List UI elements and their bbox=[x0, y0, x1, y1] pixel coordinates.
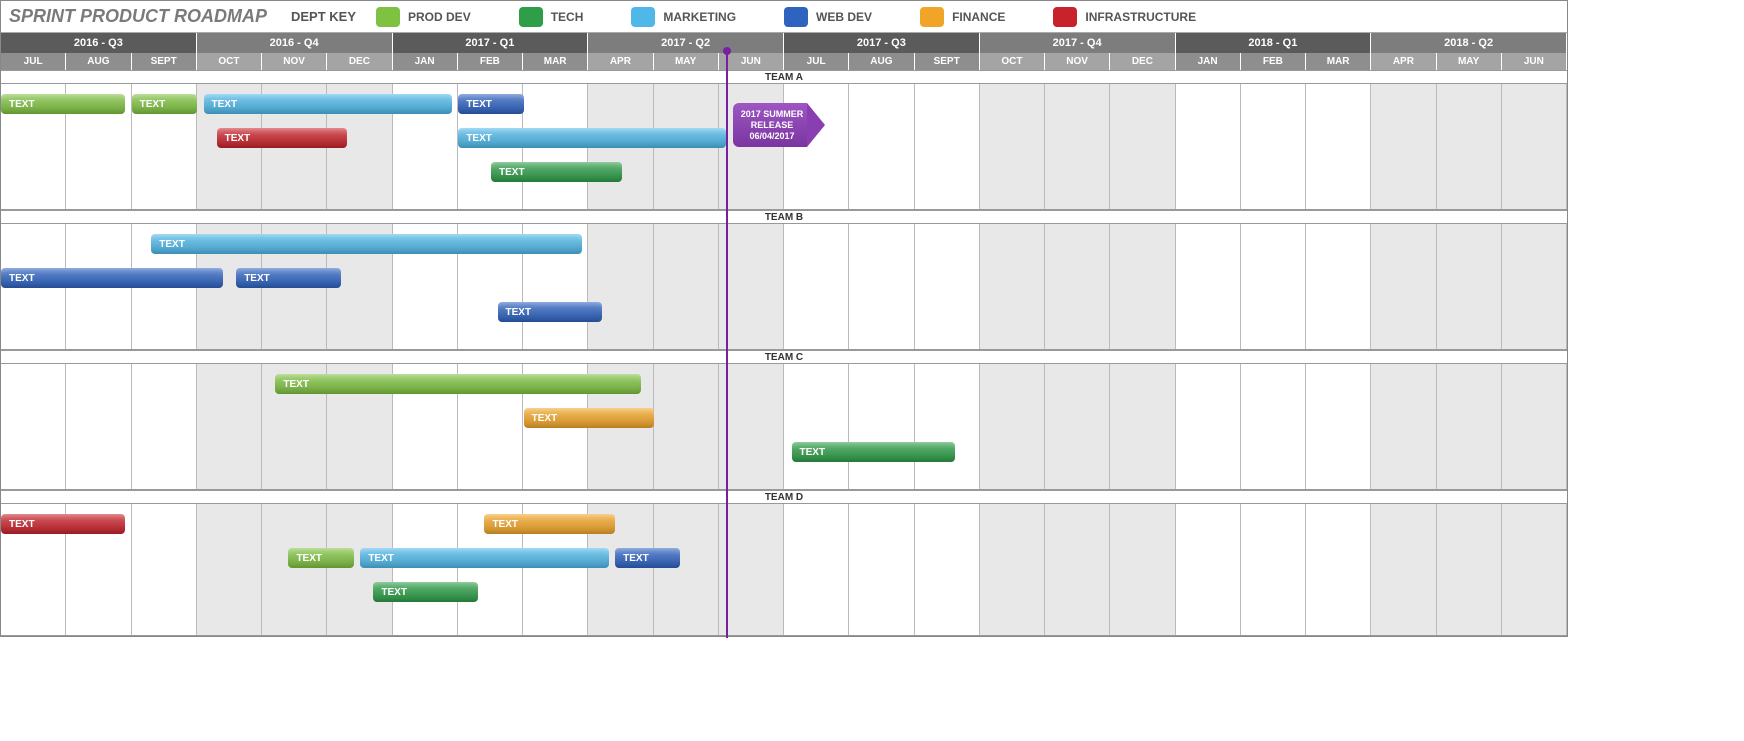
month-cell: MAR bbox=[1306, 53, 1371, 70]
legend-label: TECH bbox=[551, 10, 584, 24]
gantt-bar[interactable]: TEXT bbox=[204, 94, 452, 114]
quarter-cell: 2016 - Q3 bbox=[1, 33, 197, 53]
month-cell: JAN bbox=[1176, 53, 1241, 70]
gantt-bar[interactable]: TEXT bbox=[236, 268, 341, 288]
month-row: JULAUGSEPTOCTNOVDECJANFEBMARAPRMAYJUNJUL… bbox=[1, 53, 1567, 70]
month-cell: DEC bbox=[1110, 53, 1175, 70]
month-cell: FEB bbox=[1241, 53, 1306, 70]
month-cell: DEC bbox=[327, 53, 392, 70]
month-cell: SEPT bbox=[132, 53, 197, 70]
quarter-cell: 2017 - Q1 bbox=[393, 33, 589, 53]
teams-area: TEAM ATEXTTEXTTEXTTEXTTEXTTEXTTEXT2017 S… bbox=[1, 70, 1567, 636]
month-cell: MAR bbox=[523, 53, 588, 70]
legend-label: INFRASTRUCTURE bbox=[1085, 10, 1196, 24]
gantt-bar[interactable]: TEXT bbox=[360, 548, 608, 568]
team-label: TEAM A bbox=[1, 70, 1567, 84]
gantt-bar[interactable]: TEXT bbox=[792, 442, 955, 462]
gantt-bar[interactable]: TEXT bbox=[1, 94, 125, 114]
swimlane: TEXT TEXT TEXT bbox=[1, 364, 1567, 490]
month-cell: MAY bbox=[654, 53, 719, 70]
milestone-arrow-icon bbox=[807, 103, 825, 147]
gantt-bar[interactable]: TEXT bbox=[275, 374, 641, 394]
legend-label: PROD DEV bbox=[408, 10, 471, 24]
legend-item: FINANCE bbox=[920, 7, 1005, 27]
legend-item: PROD DEV bbox=[376, 7, 471, 27]
legend-item: TECH bbox=[519, 7, 584, 27]
milestone-text: 2017 SUMMER bbox=[741, 109, 804, 120]
legend-label: WEB DEV bbox=[816, 10, 872, 24]
month-cell: SEPT bbox=[915, 53, 980, 70]
legend-item: INFRASTRUCTURE bbox=[1053, 7, 1196, 27]
month-cell: OCT bbox=[980, 53, 1045, 70]
month-cell: JUN bbox=[719, 53, 784, 70]
quarter-row: 2016 - Q32016 - Q42017 - Q12017 - Q22017… bbox=[1, 33, 1567, 53]
gantt-bar[interactable]: TEXT bbox=[132, 94, 197, 114]
month-cell: APR bbox=[588, 53, 653, 70]
month-cell: JUL bbox=[784, 53, 849, 70]
swimlane: TEXT TEXT TEXT TEXT TEXT TEXT TEXT 2017 SUMMERR… bbox=[1, 84, 1567, 210]
header: SPRINT PRODUCT ROADMAP DEPT KEY PROD DEV… bbox=[1, 1, 1567, 33]
gantt-bar[interactable]: TEXT bbox=[1, 514, 125, 534]
swimlane: TEXT TEXT TEXT TEXT bbox=[1, 224, 1567, 350]
month-cell: AUG bbox=[66, 53, 131, 70]
legend-chip bbox=[631, 7, 655, 27]
milestone-text: 06/04/2017 bbox=[741, 131, 804, 142]
month-cell: NOV bbox=[1045, 53, 1110, 70]
month-cell: AUG bbox=[849, 53, 914, 70]
legend-chip bbox=[376, 7, 400, 27]
legend-chip bbox=[920, 7, 944, 27]
legend-chip bbox=[1053, 7, 1077, 27]
legend: PROD DEV TECH MARKETING WEB DEV FINANCE INFRA… bbox=[376, 7, 1196, 27]
page-title: SPRINT PRODUCT ROADMAP bbox=[1, 6, 291, 27]
gantt-bar[interactable]: TEXT bbox=[524, 408, 655, 428]
gantt-bar[interactable]: TEXT bbox=[373, 582, 478, 602]
quarter-cell: 2017 - Q2 bbox=[588, 33, 784, 53]
gantt-bar[interactable]: TEXT bbox=[498, 302, 603, 322]
team-label: TEAM C bbox=[1, 350, 1567, 364]
gantt-bar[interactable]: TEXT bbox=[484, 514, 615, 534]
gantt-bar[interactable]: TEXT bbox=[217, 128, 348, 148]
month-cell: NOV bbox=[262, 53, 327, 70]
month-cell: OCT bbox=[197, 53, 262, 70]
quarter-cell: 2016 - Q4 bbox=[197, 33, 393, 53]
legend-chip bbox=[784, 7, 808, 27]
gantt-bar[interactable]: TEXT bbox=[491, 162, 622, 182]
gantt-bar[interactable]: TEXT bbox=[615, 548, 680, 568]
today-line bbox=[726, 51, 728, 638]
team-label: TEAM D bbox=[1, 490, 1567, 504]
legend-item: WEB DEV bbox=[784, 7, 872, 27]
quarter-cell: 2017 - Q4 bbox=[980, 33, 1176, 53]
gantt-bar[interactable]: TEXT bbox=[1, 268, 223, 288]
milestone[interactable]: 2017 SUMMERRELEASE06/04/2017 bbox=[733, 103, 826, 147]
quarter-cell: 2018 - Q1 bbox=[1176, 33, 1372, 53]
month-cell: MAY bbox=[1437, 53, 1502, 70]
swimlane: TEXTTEXTTEXTTEXTTEXTTEXT bbox=[1, 504, 1567, 636]
legend-item: MARKETING bbox=[631, 7, 736, 27]
month-cell: JUN bbox=[1502, 53, 1567, 70]
quarter-cell: 2018 - Q2 bbox=[1371, 33, 1567, 53]
month-cell: APR bbox=[1371, 53, 1436, 70]
quarter-cell: 2017 - Q3 bbox=[784, 33, 980, 53]
gantt-bar[interactable]: TEXT bbox=[458, 128, 726, 148]
legend-label: MARKETING bbox=[663, 10, 736, 24]
roadmap-container: SPRINT PRODUCT ROADMAP DEPT KEY PROD DEV… bbox=[0, 0, 1568, 637]
milestone-text: RELEASE bbox=[741, 120, 804, 131]
gantt-bar[interactable]: TEXT bbox=[151, 234, 582, 254]
gantt-bar[interactable]: TEXT bbox=[458, 94, 523, 114]
legend-chip bbox=[519, 7, 543, 27]
dept-key-label: DEPT KEY bbox=[291, 9, 356, 24]
month-cell: JAN bbox=[393, 53, 458, 70]
month-cell: FEB bbox=[458, 53, 523, 70]
team-label: TEAM B bbox=[1, 210, 1567, 224]
legend-label: FINANCE bbox=[952, 10, 1005, 24]
gantt-bar[interactable]: TEXT bbox=[288, 548, 353, 568]
month-cell: JUL bbox=[1, 53, 66, 70]
